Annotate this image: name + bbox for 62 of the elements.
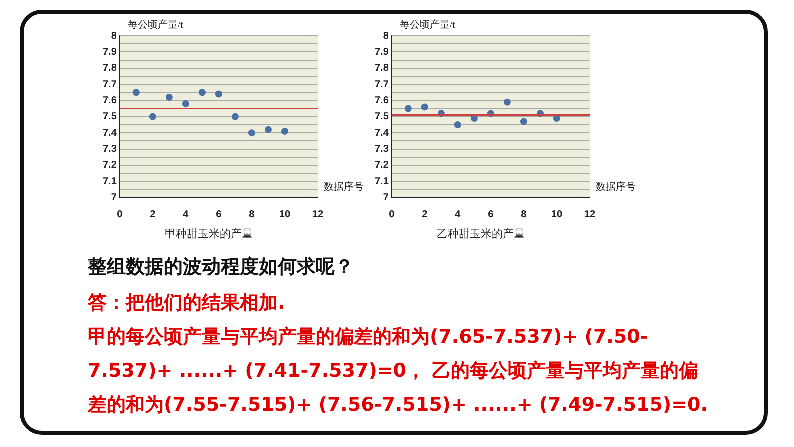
y-tick-label: 7.7: [102, 79, 118, 90]
point: [198, 89, 206, 96]
x-tick-label: 12: [584, 210, 596, 221]
y-tick-label: 7.2: [374, 160, 390, 172]
y-tick-label: 7.4: [102, 128, 118, 139]
x-tick-label: 2: [150, 210, 156, 221]
y-tick-label: 8: [383, 30, 390, 42]
point: [232, 113, 239, 120]
y-tick-label: 7.7: [374, 79, 390, 90]
text: 整组数据的波动程度如何求呢？: [88, 255, 355, 280]
x-tick-label: 6: [488, 210, 494, 221]
x-tick-label: 10: [551, 210, 563, 221]
point: [454, 121, 462, 128]
point: [553, 115, 560, 122]
x-tick-label: 6: [216, 210, 222, 221]
y-tick-label: 7.4: [374, 128, 390, 139]
text: 乙种甜玉米的产量: [437, 227, 525, 240]
x-tick-label: 8: [249, 210, 256, 221]
y-tick-label: 7.3: [102, 144, 118, 156]
y-tick-label: 7.5: [102, 112, 118, 123]
point: [281, 128, 288, 135]
x-tick-label: 4: [183, 210, 190, 221]
y-tick-label: 7.2: [102, 160, 118, 172]
x-tick-label: 0: [117, 210, 124, 221]
point: [421, 104, 428, 111]
y-axis-title: 每公顷产量/t: [400, 19, 456, 31]
y-tick-label: 7.1: [102, 176, 118, 188]
y-tick-label: 7.8: [102, 63, 118, 74]
x-tick-label: 0: [389, 210, 396, 221]
y-tick-label: 7.9: [102, 46, 118, 58]
point: [182, 100, 190, 108]
text: 答：把他们的结果相加.: [88, 291, 286, 316]
y-tick-label: 8: [111, 30, 118, 42]
point: [215, 90, 222, 98]
point: [149, 113, 156, 120]
y-axis-title: 每公顷产量/t: [128, 19, 184, 31]
text: 甲的每公顷产量与平均产量的偏差的和为(7.65-7.537)+ (7.50-7.537)+ ......+ (7.41-7.537)=0， 乙的每公顷产量与平均产量的偏差的和为(7.55-7.515)+ (7.56-7.515)+ ......+ (7.49-7.515)=0.: [88, 325, 708, 418]
point: [470, 115, 478, 122]
x-tick-label: 12: [312, 210, 324, 221]
point: [264, 126, 272, 134]
y-tick-label: 7.3: [374, 144, 390, 156]
x-axis-title: 数据序号: [324, 180, 364, 193]
x-tick-label: 10: [279, 210, 291, 221]
y-tick-label: 7: [383, 192, 390, 204]
text: 甲种甜玉米的产量: [165, 227, 253, 240]
x-axis-title: 数据序号: [596, 180, 636, 193]
y-tick-label: 7.6: [102, 95, 118, 106]
y-tick-label: 7: [111, 192, 118, 204]
x-tick-label: 4: [455, 210, 462, 221]
point: [132, 89, 140, 96]
x-tick-label: 8: [521, 210, 528, 221]
point: [520, 118, 528, 126]
y-tick-label: 7.6: [374, 95, 390, 106]
y-tick-label: 7.8: [374, 63, 390, 74]
x-tick-label: 2: [422, 210, 428, 221]
y-tick-label: 7.9: [374, 46, 390, 58]
point: [248, 130, 256, 137]
point: [166, 94, 173, 101]
y-tick-label: 7.1: [374, 176, 390, 188]
point: [504, 98, 511, 106]
y-tick-label: 7.5: [374, 112, 390, 123]
point: [404, 105, 412, 112]
